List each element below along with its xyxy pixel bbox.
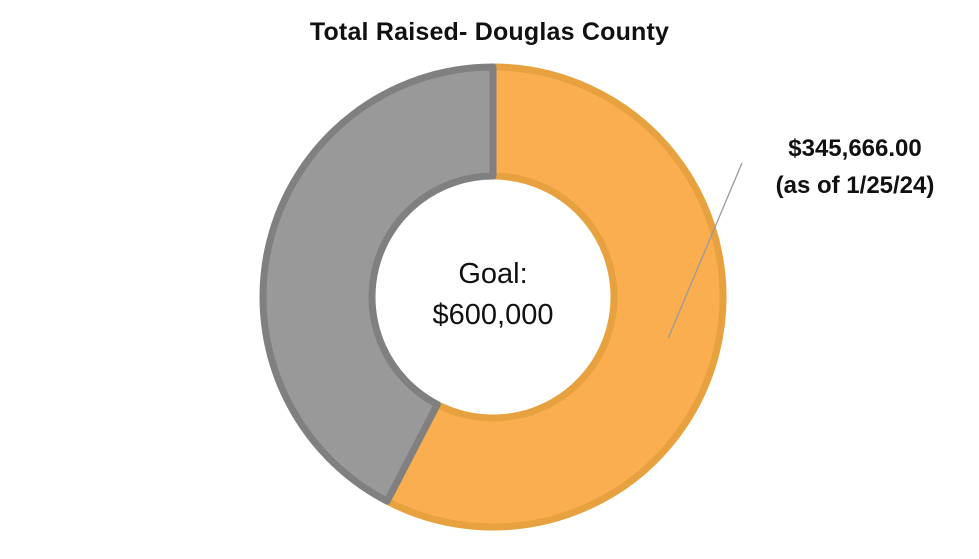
data-label-date: (as of 1/25/24) (776, 172, 935, 199)
donut-slice-remaining (259, 63, 497, 505)
donut-slice-raised (383, 63, 727, 531)
data-label-amount: $345,666.00 (788, 135, 921, 162)
data-label-leader-line (667, 162, 743, 339)
center-goal-value: $600,000 (433, 299, 554, 331)
center-goal-label: Goal: (458, 258, 527, 290)
donut-slices (259, 63, 727, 531)
chart-title: Total Raised- Douglas County (309, 18, 670, 46)
